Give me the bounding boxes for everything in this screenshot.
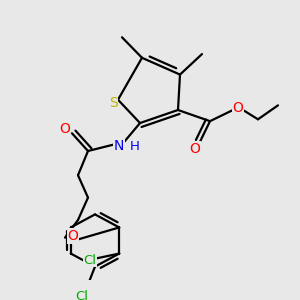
Text: O: O	[232, 101, 243, 115]
Text: N: N	[114, 139, 124, 153]
Text: S: S	[109, 95, 117, 110]
Text: O: O	[190, 142, 200, 156]
Text: Cl: Cl	[84, 254, 97, 267]
Text: Cl: Cl	[76, 290, 88, 300]
Text: O: O	[60, 122, 70, 136]
Text: O: O	[68, 229, 78, 243]
Text: H: H	[130, 140, 140, 153]
